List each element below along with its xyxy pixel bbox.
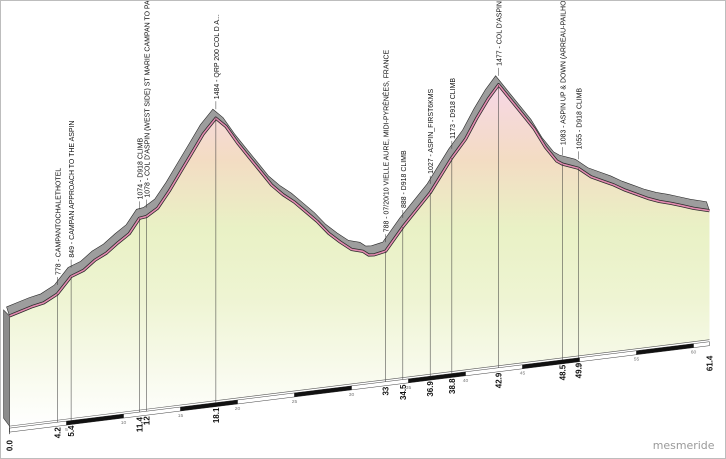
distance-tick-label: 10 [121,420,127,426]
annotation-distance-label: 36.9 [426,381,435,397]
annotation-poi-label: 1027 - ASPIN_FIRST6KMS [428,88,435,173]
annotation-poi-label: 1477 - COL D'ASPIN [497,1,504,66]
annotation-distance-label: 18.1 [212,407,221,423]
annotation-distance-label: 38.8 [448,378,457,394]
profile-fill-layer [3,84,710,428]
distance-tick-label: 55 [634,357,640,363]
distance-tick-label: 5 [65,427,68,433]
annotation-layer: 4.2 778 - CAMPANTOCHALETHOTEL 5.4 849 - CAM… [53,0,583,439]
annotation-poi-label: 1083 - ASPIN UP & DOWN (ARREAU-PAILHOLE) [560,0,567,145]
annotation-poi-label: 1055 - D918 CLIMB [576,88,583,150]
brand-watermark: mesmeride [653,439,715,452]
road-layer [6,75,710,318]
distance-tick-label: 50 [577,364,583,370]
annotation-distance-label: 12 [142,416,151,425]
annotation-distance-label: 4.2 [53,427,62,439]
distance-axis: 5 10 15 20 25 30 35 40 45 50 55 60 0.0 61.4 [6,339,714,452]
annotation-distance-label: 42.9 [495,372,504,388]
annotation-poi-label: 1078 - COL D'ASPIN (WEST SIDE) ST MARIE … [144,0,151,198]
profile-area [9,84,710,427]
annotation-distance-label: 34.5 [399,384,408,400]
annotation-distance-label: 33 [382,386,391,395]
annotation-distance-label: 49.9 [574,362,583,378]
distance-tick-label: 40 [463,378,469,384]
annotation-poi-label: 778 - CAMPANTOCHALETHOTEL [55,168,62,275]
annotation-poi-label: 1074 - D918 CLIMB [137,138,144,200]
annotation-distance-label: 5.4 [67,425,76,437]
distance-tick-label: 25 [292,399,298,405]
distance-bar-segment [693,341,710,348]
road-edge-line [9,83,710,317]
ground-line [9,339,710,427]
distance-tick-label: 60 [691,350,697,356]
distance-tick-label: 35 [406,385,412,391]
distance-tick-label: 30 [349,392,355,398]
distance-tick-label: 45 [520,371,526,377]
distance-tick-label: 20 [235,406,241,412]
annotation-distance-label: 11.4 [135,416,144,432]
annotation-poi-label: 1484 - QRP 200 COL D A... [214,14,221,99]
endpoint-distance-label: 61.4 [705,355,714,371]
annotation-poi-label: 849 - CAMPAN APPROACH TO THE ASPIN [69,121,76,258]
annotation-distance-label: 48.5 [558,364,567,380]
annotation-poi-label: 888 - D918 CLIMB [401,150,408,208]
annotation-poi-label: 1173 - D918 CLIMB [450,78,457,139]
distance-tick-label: 15 [178,413,184,419]
endpoint-distance-label: 0.0 [6,440,15,452]
profile-left-wall [3,309,10,428]
annotation-poi-label: 788 - 07/20/10 VIELLE AURE, MIDI-PYRÉNÉE… [382,49,391,232]
